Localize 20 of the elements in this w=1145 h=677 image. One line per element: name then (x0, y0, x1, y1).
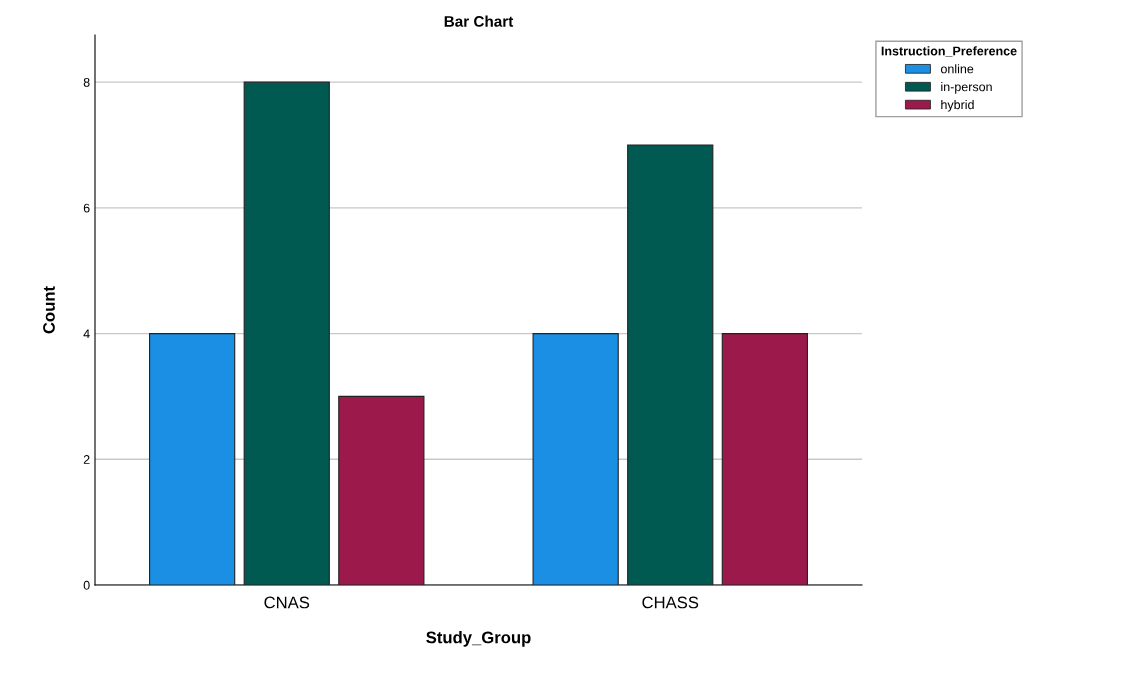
x-axis-title: Study_Group (426, 631, 531, 647)
bar (243, 81, 330, 585)
bar (721, 333, 808, 585)
bar (149, 333, 236, 585)
chart-title: Bar Chart (444, 15, 514, 27)
legend-title: Instruction_Preference (881, 46, 1017, 57)
y-axis-title: Count (43, 286, 55, 334)
bar (627, 144, 714, 585)
x-tick-label: CNAS (264, 596, 310, 609)
y-tick-label: 4 (83, 329, 90, 339)
y-tick-label: 6 (83, 203, 90, 213)
legend-label: online (940, 64, 974, 74)
bar (338, 395, 425, 585)
legend-label: hybrid (941, 99, 974, 112)
x-tick-label: CHASS (642, 596, 699, 609)
y-tick-label: 2 (83, 455, 90, 464)
y-tick-label: 8 (83, 77, 90, 87)
bar (532, 333, 619, 585)
legend-label: in-person (941, 82, 992, 94)
y-tick-label: 0 (83, 580, 90, 590)
